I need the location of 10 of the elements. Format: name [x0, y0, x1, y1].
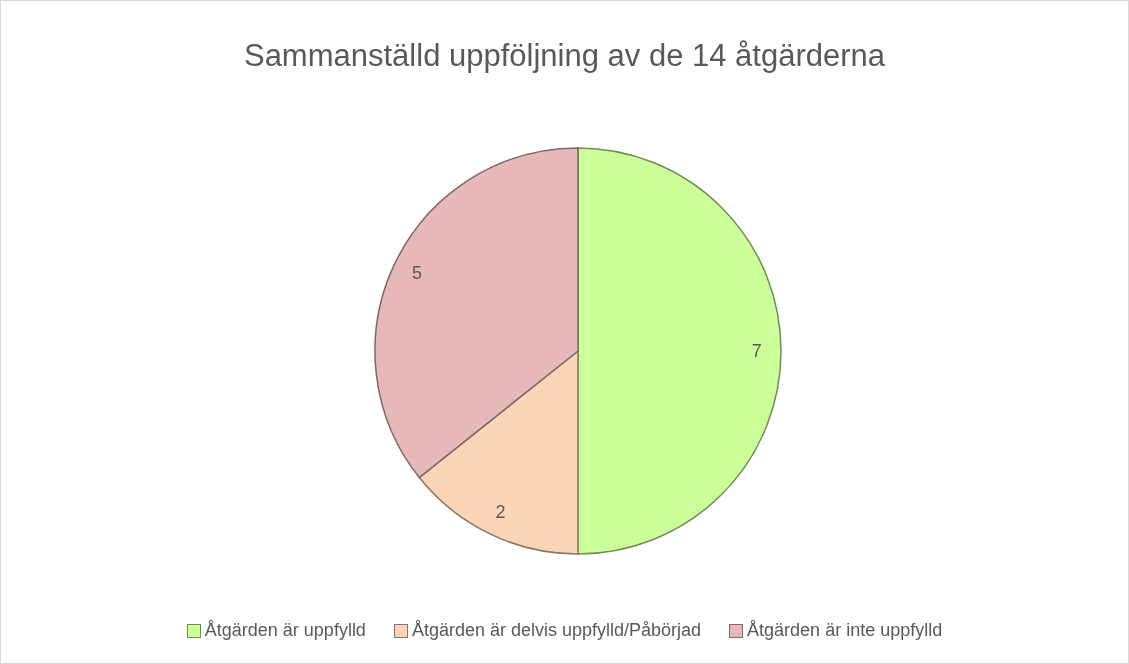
chart-title: Sammanställd uppföljning av de 14 åtgärderna [242, 38, 887, 74]
pie-slice [418, 350, 579, 555]
pie-slice [374, 147, 579, 479]
data-label: 2 [495, 501, 506, 522]
legend-label: Åtgärden är uppfylld [204, 620, 366, 641]
data-label: 7 [751, 341, 762, 361]
legend-label: Åtgärden är inte uppfylld [747, 620, 943, 641]
pie-slice [577, 147, 782, 555]
legend-label: Åtgärden är delvis uppfylld/Påbörjad [411, 620, 702, 641]
data-label: 5 [412, 263, 423, 284]
